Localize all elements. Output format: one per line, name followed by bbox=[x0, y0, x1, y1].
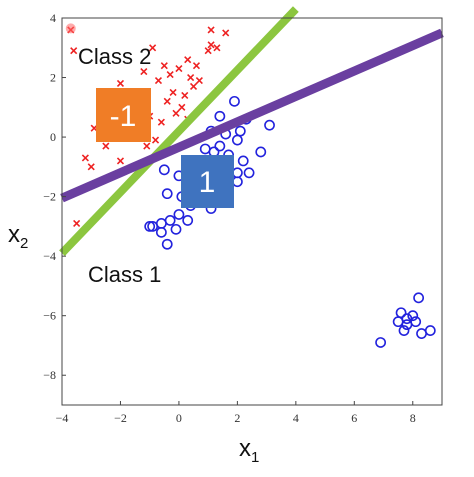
class-1-point bbox=[401, 319, 413, 331]
x-tick-label: 0 bbox=[176, 411, 182, 425]
class-1-point bbox=[243, 167, 255, 179]
class-1-point bbox=[231, 134, 243, 146]
class-2-point bbox=[222, 29, 230, 37]
class-2-point bbox=[143, 142, 151, 150]
class-1-point bbox=[158, 164, 170, 176]
class-1-point bbox=[214, 140, 226, 152]
y-axis-label-main: x bbox=[8, 221, 20, 248]
y-tick-label: −8 bbox=[43, 368, 56, 382]
class-1-point bbox=[155, 226, 167, 238]
class-1-point bbox=[413, 292, 425, 304]
class-2-point bbox=[187, 73, 195, 82]
class-2-point bbox=[116, 79, 125, 88]
class-1-point bbox=[173, 209, 185, 220]
class-2-point bbox=[87, 163, 95, 171]
class-2-point bbox=[189, 82, 198, 91]
class-1-point bbox=[375, 337, 387, 348]
class-2-point bbox=[166, 70, 174, 79]
class-2-point bbox=[195, 76, 203, 85]
class-1-point bbox=[416, 328, 427, 339]
class-1-point bbox=[234, 125, 246, 137]
y-axis-label-sub: 2 bbox=[20, 235, 28, 252]
y-tick-label: −2 bbox=[43, 190, 56, 204]
y-axis-label: x2 bbox=[8, 221, 28, 252]
class-1-point bbox=[199, 143, 211, 155]
x-tick-label: −4 bbox=[56, 411, 69, 425]
class-1-label: Class 1 bbox=[88, 262, 161, 287]
class-2-point bbox=[213, 44, 221, 52]
green-separator-line bbox=[59, 6, 299, 256]
class-1-point bbox=[229, 95, 240, 107]
class-2-point bbox=[181, 91, 189, 99]
x-axis-ticks: −4 −2 0 2 4 6 8 bbox=[56, 401, 416, 425]
class-2-point bbox=[102, 142, 110, 150]
axes-frame bbox=[61, 17, 443, 406]
class-2-point bbox=[154, 76, 163, 85]
class-1-point bbox=[407, 310, 419, 322]
class-2-point bbox=[184, 56, 192, 64]
class-1-point bbox=[144, 220, 156, 232]
class-1-point bbox=[255, 146, 267, 158]
x-tick-label: 4 bbox=[293, 411, 299, 425]
class-2-point bbox=[175, 65, 183, 73]
class-2-point bbox=[178, 103, 186, 111]
corner-highlight-dot bbox=[65, 23, 76, 34]
x-tick-label: 2 bbox=[234, 411, 240, 425]
separator-lines bbox=[59, 6, 444, 256]
class-1-point bbox=[424, 325, 436, 336]
y-tick-label: −4 bbox=[43, 249, 56, 263]
class-2-point bbox=[169, 88, 177, 96]
class-2-point bbox=[204, 47, 212, 55]
x-axis-label: x1 bbox=[239, 435, 259, 466]
class-1-points bbox=[144, 95, 436, 348]
y-tick-label: 0 bbox=[50, 130, 56, 144]
x-axis-label-main: x bbox=[239, 435, 251, 462]
class-2-point bbox=[140, 68, 148, 76]
class-1-point bbox=[237, 155, 249, 167]
class-1-point bbox=[395, 307, 407, 319]
class-1-point bbox=[231, 167, 243, 179]
x-tick-label: 6 bbox=[351, 411, 357, 425]
positive-badge-label: 1 bbox=[199, 166, 216, 199]
class-2-point bbox=[160, 62, 168, 70]
class-1-point bbox=[161, 238, 173, 250]
class-1-point bbox=[155, 218, 167, 229]
y-tick-label: 2 bbox=[50, 71, 56, 85]
class-2-point bbox=[172, 109, 180, 117]
class-2-point bbox=[149, 44, 157, 52]
class-2-point bbox=[207, 26, 215, 34]
class-2-label: Class 2 bbox=[78, 44, 151, 69]
positive-class-badge: 1 bbox=[181, 155, 234, 208]
class-1-point bbox=[161, 188, 173, 200]
class-1-point bbox=[231, 176, 243, 188]
class-1-point bbox=[264, 119, 275, 131]
class-1-point bbox=[182, 215, 194, 226]
purple-separator-line bbox=[60, 28, 444, 203]
x-tick-label: 8 bbox=[410, 411, 416, 425]
class-1-point bbox=[398, 325, 410, 336]
y-tick-label: 4 bbox=[50, 11, 56, 25]
positive-badge-box bbox=[181, 155, 234, 208]
negative-class-badge: -1 bbox=[96, 88, 151, 142]
class-1-point bbox=[164, 215, 176, 226]
class-2-point bbox=[73, 219, 81, 227]
class-2-point bbox=[163, 97, 171, 105]
class-2-point bbox=[81, 154, 89, 162]
class-2-point bbox=[157, 118, 165, 126]
x-axis-label-sub: 1 bbox=[251, 449, 259, 466]
class-2-point bbox=[151, 136, 160, 144]
class-2-point bbox=[207, 41, 215, 49]
negative-badge-box bbox=[96, 88, 151, 142]
class-1-point bbox=[214, 110, 226, 122]
class-2-point bbox=[192, 62, 201, 70]
y-tick-label: −6 bbox=[43, 309, 56, 323]
y-axis-ticks: 4 2 0 −2 −4 −6 −8 bbox=[43, 11, 66, 382]
class-2-point bbox=[116, 157, 125, 165]
class-2-point bbox=[70, 47, 78, 55]
class-1-point bbox=[170, 223, 182, 235]
class-1-point bbox=[392, 316, 404, 328]
negative-badge-label: -1 bbox=[110, 100, 137, 133]
x-tick-label: −2 bbox=[114, 411, 127, 425]
